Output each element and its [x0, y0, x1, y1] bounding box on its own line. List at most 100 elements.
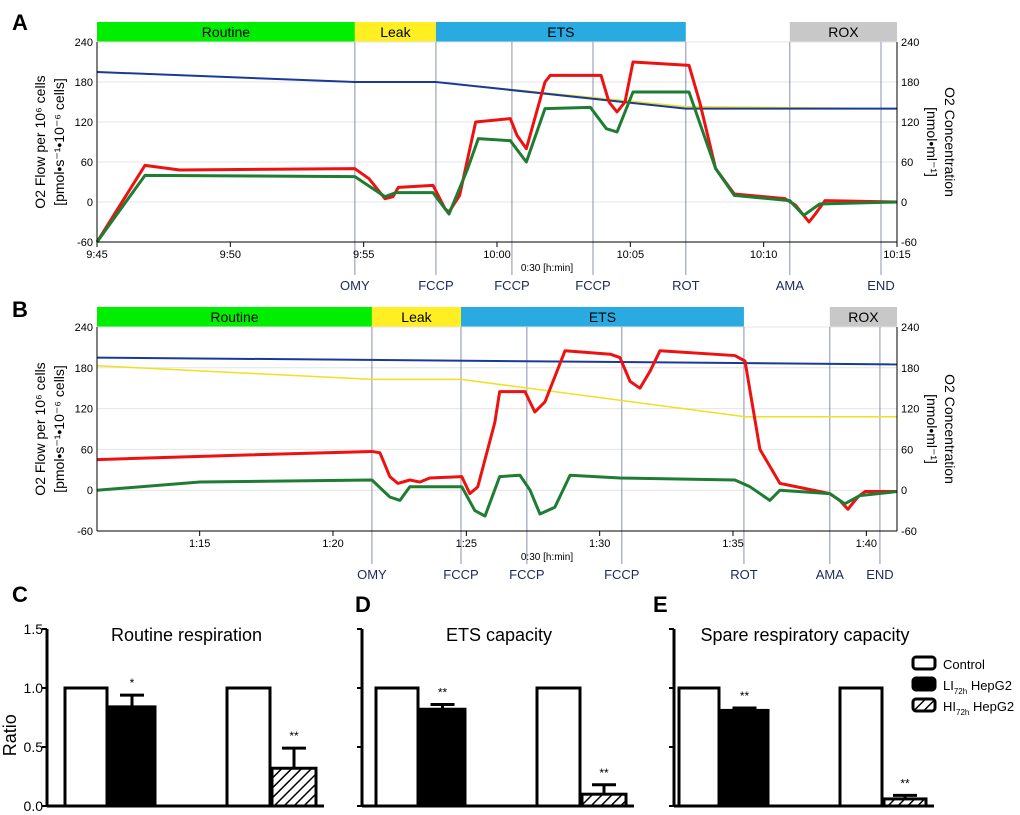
y-tick-left: 120 [75, 404, 93, 416]
bar-1 [719, 708, 770, 808]
event-label: OMY [357, 567, 387, 582]
x-tick-label: 10:05 [617, 249, 645, 261]
x-tick-label: 9:50 [220, 249, 241, 261]
legend-label-main: HI [943, 699, 956, 714]
phase-label: Routine [210, 309, 258, 325]
y-label-left: O2 Flow per 10⁶ cells [32, 75, 48, 208]
y-label-right: O2 Concentration [942, 87, 958, 197]
bar-2 [838, 686, 884, 808]
significance-marker: ** [289, 729, 299, 743]
y-tick-right: 0 [901, 485, 907, 497]
event-label: END [867, 278, 894, 293]
trace-chart-b: Routine Leak ETS ROX -60 -60 0 0 60 60 120 120 180 18… [32, 307, 958, 582]
series-line-1 [96, 356, 898, 366]
phase-bar-ets [461, 307, 744, 327]
event-label: FCCP [443, 567, 478, 582]
y-tick-right: 60 [901, 157, 913, 169]
legend-label: HI72h HepG2 [943, 699, 1014, 717]
y-tick-right: 0 [901, 197, 907, 209]
y-tick-label: 1.5 [24, 621, 44, 637]
x-tick-label: 1:15 [189, 538, 210, 550]
time-scale-note: 0:30 [h:min] [521, 552, 573, 563]
y-tick-left: 180 [75, 77, 93, 89]
legend-label-sub: 72h [956, 708, 969, 717]
event-label: FCCP [575, 278, 610, 293]
phase-label: ETS [547, 24, 574, 40]
event-label: END [866, 567, 893, 582]
x-tick-label: 10:00 [483, 249, 511, 261]
bar-chart-e: Spare respiratory capacity ** ** [669, 625, 934, 808]
phase-bar-leak [354, 22, 436, 42]
chart-title: ETS capacity [446, 625, 552, 645]
x-tick-label: 1:20 [322, 538, 343, 550]
bar-0 [63, 686, 109, 808]
y-tick-right: 240 [901, 322, 919, 334]
bar-3 [882, 797, 928, 808]
y-label-right: O2 Concentration [942, 374, 958, 484]
y-tick-right: 240 [901, 37, 919, 49]
phase-bar-routine [97, 22, 355, 42]
x-tick-label: 1:30 [589, 538, 610, 550]
event-label: FCCP [509, 567, 544, 582]
x-tick-label: 9:55 [353, 249, 374, 261]
y-tick-right: 60 [901, 444, 913, 456]
bar-0 [677, 686, 721, 808]
y-tick-left: 240 [75, 37, 93, 49]
bar-3 [580, 792, 628, 808]
event-label: AMA [816, 567, 845, 582]
legend-label-main: LI [943, 678, 954, 693]
y-tick-left: -60 [77, 526, 93, 538]
event-label: AMA [776, 278, 805, 293]
phase-label: ROX [828, 24, 859, 40]
phase-bar-rox [789, 22, 897, 42]
significance-marker: ** [740, 689, 750, 703]
legend-label: LI72h HepG2 [943, 678, 1012, 696]
y-label-right-units: [nmol•ml⁻¹] [924, 107, 940, 177]
y-tick-left: 120 [75, 117, 93, 129]
y-tick-right: 120 [901, 404, 919, 416]
event-label: OMY [340, 278, 370, 293]
phase-bar-ets [435, 22, 686, 42]
bar-chart-d: ETS capacity ** ** [357, 625, 634, 808]
y-tick-left: -60 [77, 237, 93, 249]
series-line-3 [96, 473, 898, 518]
time-scale-note: 0:30 [h:min] [521, 263, 573, 274]
x-tick-label: 1:35 [722, 538, 743, 550]
x-tick-label: 10:15 [883, 249, 911, 261]
phase-label: Leak [401, 309, 432, 325]
significance-marker: ** [900, 776, 910, 790]
event-label: FCCP [604, 567, 639, 582]
legend-label-main: Control [943, 657, 985, 672]
panel-label-b: B [12, 297, 28, 322]
y-tick-label: 0.5 [24, 739, 44, 755]
bar-3 [270, 766, 318, 808]
y-tick-right: -60 [901, 237, 917, 249]
event-label: FCCP [494, 278, 529, 293]
y-label-right-units: [nmol•ml⁻¹] [924, 394, 940, 464]
y-tick-left: 180 [75, 363, 93, 375]
legend-swatch-hatch [911, 697, 937, 713]
y-tick-left: 240 [75, 322, 93, 334]
y-label-left-units: [pmol•s⁻¹•10⁻⁶ cells] [51, 78, 67, 206]
y-tick-right: 180 [901, 77, 919, 89]
legend-label-sub: 72h [954, 687, 967, 696]
x-tick-label: 9:45 [86, 249, 107, 261]
y-axis-label: Ratio [0, 714, 20, 756]
event-label: FCCP [418, 278, 453, 293]
y-tick-left: 0 [87, 197, 93, 209]
chart-title: Routine respiration [111, 625, 262, 645]
legend-label-suffix: HepG2 [967, 678, 1012, 693]
y-tick-right: 120 [901, 117, 919, 129]
chart-title: Spare respiratory capacity [700, 625, 909, 645]
x-tick-label: 10:10 [750, 249, 778, 261]
bar-2 [225, 686, 272, 808]
legend-label: Control [943, 657, 985, 672]
event-label: ROT [672, 278, 700, 293]
phase-label: ROX [848, 309, 879, 325]
event-label: ROT [730, 567, 758, 582]
phase-bar-routine [97, 307, 372, 327]
